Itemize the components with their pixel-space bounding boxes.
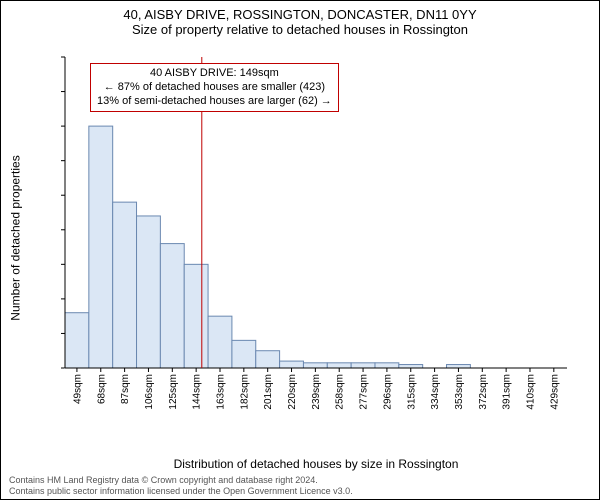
chart-footer: Contains HM Land Registry data © Crown c…: [9, 475, 353, 497]
svg-text:144sqm: 144sqm: [192, 374, 203, 410]
svg-text:315sqm: 315sqm: [406, 374, 417, 410]
svg-text:87sqm: 87sqm: [120, 374, 131, 404]
x-axis-label: Distribution of detached houses by size …: [61, 457, 571, 471]
annotation-line-3: 13% of semi-detached houses are larger (…: [97, 95, 332, 109]
y-axis-label: Number of detached properties: [9, 53, 23, 423]
svg-text:106sqm: 106sqm: [144, 374, 155, 410]
svg-text:334sqm: 334sqm: [430, 374, 441, 410]
svg-text:49sqm: 49sqm: [72, 374, 83, 404]
footer-line-1: Contains HM Land Registry data © Crown c…: [9, 475, 353, 486]
svg-text:220sqm: 220sqm: [287, 374, 298, 410]
chart-title: 40, AISBY DRIVE, ROSSINGTON, DONCASTER, …: [1, 7, 599, 22]
svg-text:429sqm: 429sqm: [549, 374, 560, 410]
svg-text:239sqm: 239sqm: [311, 374, 322, 410]
svg-text:277sqm: 277sqm: [359, 374, 370, 410]
svg-text:353sqm: 353sqm: [454, 374, 465, 410]
svg-text:68sqm: 68sqm: [96, 374, 107, 404]
svg-text:201sqm: 201sqm: [263, 374, 274, 410]
svg-text:163sqm: 163sqm: [215, 374, 226, 410]
svg-text:182sqm: 182sqm: [239, 374, 250, 410]
svg-text:296sqm: 296sqm: [382, 374, 393, 410]
annotation-box: 40 AISBY DRIVE: 149sqm ← 87% of detached…: [90, 63, 339, 112]
svg-text:372sqm: 372sqm: [478, 374, 489, 410]
svg-text:410sqm: 410sqm: [525, 374, 536, 410]
y-axis-label-text: Number of detached properties: [9, 155, 23, 320]
footer-line-2: Contains public sector information licen…: [9, 486, 353, 497]
svg-text:258sqm: 258sqm: [335, 374, 346, 410]
svg-text:391sqm: 391sqm: [502, 374, 513, 410]
annotation-line-2: ← 87% of detached houses are smaller (42…: [97, 81, 332, 95]
chart-subtitle: Size of property relative to detached ho…: [1, 22, 599, 37]
annotation-line-1: 40 AISBY DRIVE: 149sqm: [97, 67, 332, 81]
svg-text:125sqm: 125sqm: [168, 374, 179, 410]
